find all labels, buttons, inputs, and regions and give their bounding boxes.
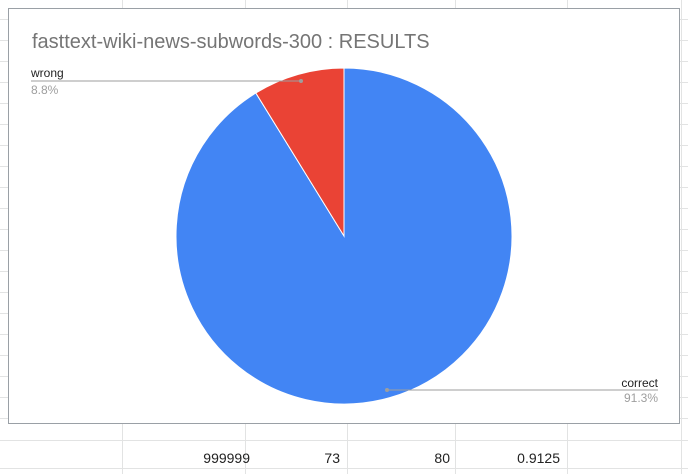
pie-chart[interactable]: fasttext-wiki-news-subwords-300 : RESULT… — [8, 8, 680, 424]
pie-slice-wrong — [255, 67, 345, 238]
slice-label: correct — [621, 376, 658, 390]
cell-value[interactable]: 999999 — [203, 450, 250, 466]
cell-value[interactable]: 80 — [434, 450, 450, 466]
chart-title: fasttext-wiki-news-subwords-300 : RESULT… — [32, 31, 430, 53]
cell-value[interactable]: 73 — [324, 450, 340, 466]
cell-value[interactable]: 0.9125 — [517, 450, 560, 466]
slice-label: wrong — [30, 66, 64, 80]
slice-percent-label: 91.3% — [624, 391, 658, 405]
slice-percent-label: 8.8% — [31, 83, 59, 97]
